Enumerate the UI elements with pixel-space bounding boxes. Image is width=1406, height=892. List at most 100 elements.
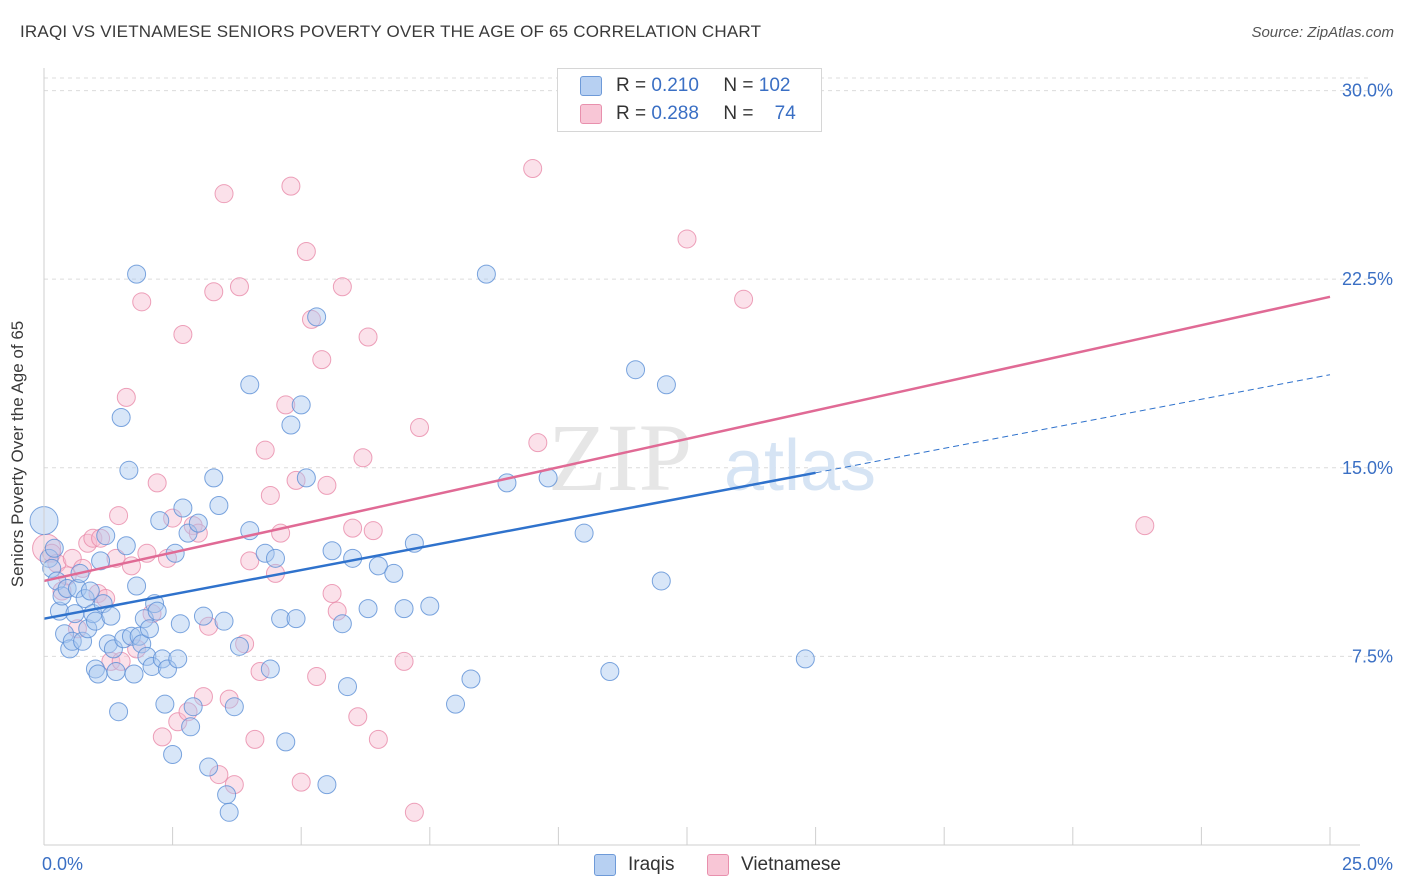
legend-r-value-vietnamese: 0.288 [651,103,699,124]
x-tick-label-max: 25.0% [1342,854,1393,874]
vietnamese-point [260,485,280,505]
vietnamese-point [281,176,301,196]
iraqi-point [255,543,275,563]
iraqi-point [114,629,134,649]
vietnamese-trend-line [43,295,1331,583]
vietnamese-point [363,521,383,541]
y-tick-label: 15.0% [1342,458,1393,478]
iraqi-point [446,694,466,714]
vietnamese-point [173,325,193,345]
vietnamese-point [327,601,347,621]
iraqi-point [57,578,77,598]
iraqi-point [394,599,414,619]
legend-n-value-vietnamese: 74 [774,103,796,124]
iraqi-point [152,649,172,669]
iraqi-point [119,460,139,480]
iraqi-point [795,649,815,669]
vietnamese-point [240,551,260,571]
iraqi-trend-extension [815,374,1331,474]
iraqi-point [214,611,234,631]
iraqi-point [240,375,260,395]
vietnamese-point [245,729,265,749]
iraqi-point [600,661,620,681]
vietnamese-point [127,639,147,659]
iraqi-point [142,656,162,676]
vietnamese-point [343,518,363,538]
iraqi-point [420,596,440,616]
vietnamese-point [116,387,136,407]
iraqi-point [139,619,159,639]
vietnamese-point [677,229,697,249]
iraqi-point [219,802,239,822]
iraqi-point [111,407,131,427]
vietnamese-point [229,277,249,297]
iraqi-point [193,606,213,626]
points-layer [29,159,1155,822]
iraqi-point [183,697,203,717]
legend-row-vietnamese: R = 0.288 N = 74 [580,101,796,127]
iraqi-point [44,538,64,558]
iraqi-point [42,558,62,578]
vietnamese-point [235,634,255,654]
iraqi-point [103,639,123,659]
iraqi-point [229,636,249,656]
grid-layer [44,77,1370,657]
vietnamese-point [404,802,424,822]
y-tick-label: 22.5% [1342,269,1393,289]
iraqi-point [271,609,291,629]
vietnamese-point [168,712,188,732]
iraqi-point [127,264,147,284]
iraqi-point [147,601,167,621]
iraqi-point [291,395,311,415]
vietnamese-point [528,433,548,453]
vietnamese-point [353,448,373,468]
iraqi-point [199,757,219,777]
vietnamese-point [301,309,321,329]
x-tick-label-min: 0.0% [42,854,83,874]
iraqi-point [178,523,198,543]
source-credit: Source: ZipAtlas.com [1251,24,1394,41]
iraqi-point [368,556,388,576]
legend-n-value-iraqis: 102 [758,75,791,96]
axis-layer: 7.5% 15.0% 22.5% 30.0% 0.0% 25.0% [42,68,1393,874]
vietnamese-point [523,159,543,179]
vietnamese-point [188,523,208,543]
vietnamese-point [193,687,213,707]
watermark: ZIP atlas [548,404,876,511]
vietnamese-point [224,775,244,795]
iraqi-point [322,541,342,561]
watermark-atlas: atlas [724,426,876,506]
vietnamese-point [67,619,87,639]
iraqi-trend-line [43,471,816,620]
iraqi-point [276,732,296,752]
iraqi-point [150,511,170,531]
vietnamese-point [199,616,219,636]
bottom-legend-iraqis: Iraqis [594,852,674,878]
vietnamese-point [410,418,430,438]
bottom-legend-swatch-iraqis [594,854,616,876]
vietnamese-point [147,473,167,493]
vietnamese-point [358,327,378,347]
iraqi-point [204,468,224,488]
iraqi-point [88,664,108,684]
iraqi-point [170,614,190,634]
vietnamese-point [109,506,129,526]
bottom-legend-swatch-vietnamese [707,854,729,876]
vietnamese-point [78,533,98,553]
iraqi-point [651,571,671,591]
vietnamese-point [296,242,316,262]
iraqi-point [358,599,378,619]
iraqi-point [73,631,93,651]
iraqi-point [574,523,594,543]
iraqi-point [155,694,175,714]
legend-swatch-vietnamese [580,104,602,124]
vietnamese-point [368,729,388,749]
iraqi-point [96,526,116,546]
iraqi-point [85,659,105,679]
vietnamese-point [42,543,62,563]
y-axis-label: Seniors Poverty Over the Age of 65 [8,320,27,588]
chart-title: IRAQI VS VIETNAMESE SENIORS POVERTY OVER… [20,22,762,41]
iraqi-point [337,677,357,697]
legend-r-label: R = [616,103,647,124]
bottom-legend-label-vietnamese: Vietnamese [741,854,841,875]
